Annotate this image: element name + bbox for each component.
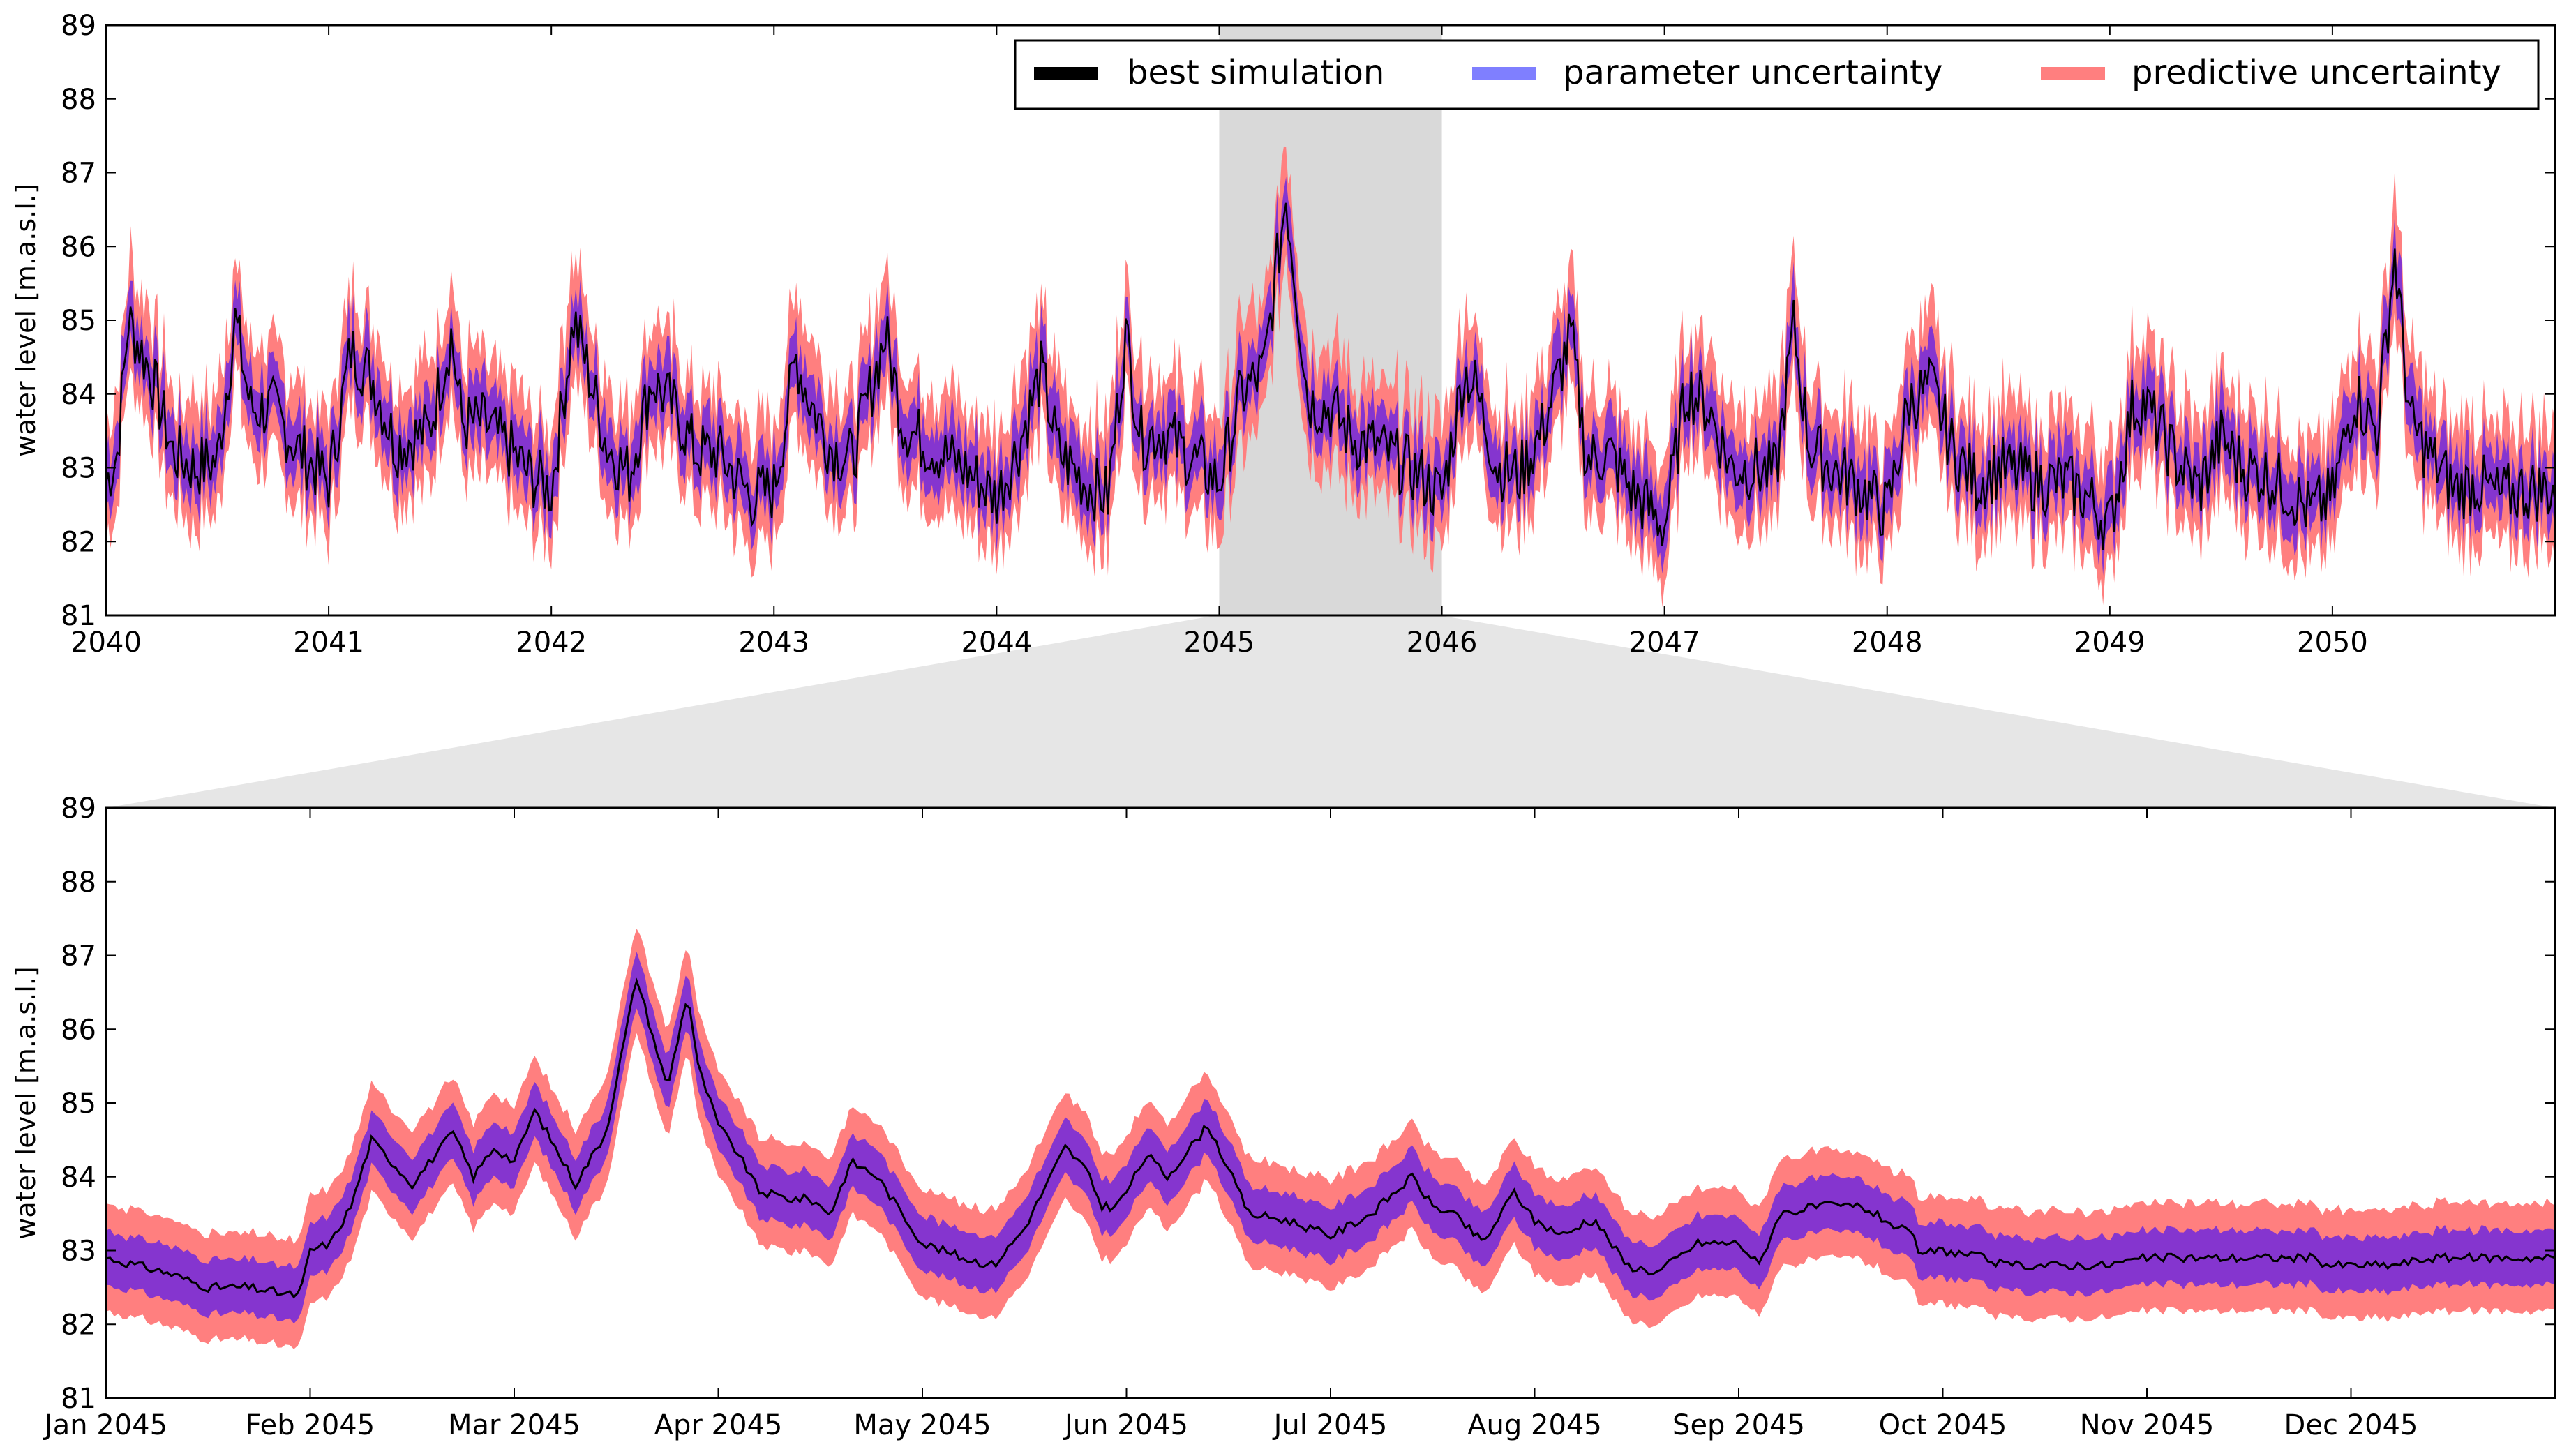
x-tick-label: 2041 xyxy=(293,626,364,659)
legend-label-parameter: parameter uncertainty xyxy=(1563,53,1942,92)
y-tick-label: 85 xyxy=(61,305,96,337)
x-tick-label: 2042 xyxy=(516,626,587,659)
x-tick-label: 2050 xyxy=(2297,626,2368,659)
x-tick-label: Apr 2045 xyxy=(654,1409,783,1441)
overview-best-line xyxy=(105,202,2556,550)
zoom-connector xyxy=(106,615,2555,808)
overview-y-axis: 81 82 83 84 85 86 87 88 89 xyxy=(61,10,2555,632)
x-tick-label: Nov 2045 xyxy=(2080,1409,2215,1441)
x-tick-label: 2045 xyxy=(1184,626,1255,659)
x-tick-label: Sep 2045 xyxy=(1672,1409,1805,1441)
y-tick-label: 89 xyxy=(61,10,96,42)
x-tick-label: 2040 xyxy=(70,626,142,659)
x-tick-label: 2046 xyxy=(1407,626,1478,659)
zoom-y-axis: 81 82 83 84 85 86 87 88 89 xyxy=(61,793,2555,1415)
x-tick-label: 2049 xyxy=(2074,626,2145,659)
zoom-best-line xyxy=(105,977,2556,1299)
bot-best-path xyxy=(105,977,2556,1299)
y-tick-label: 86 xyxy=(61,1014,96,1046)
y-tick-label: 84 xyxy=(61,1162,96,1194)
top-best-path xyxy=(105,202,2556,550)
x-tick-label: Aug 2045 xyxy=(1467,1409,1602,1441)
top-pred-shape xyxy=(106,146,2555,608)
legend-swatch-best xyxy=(1034,67,1098,80)
y-tick-label: 87 xyxy=(61,158,96,190)
y-tick-label: 89 xyxy=(61,793,96,825)
zoom-parameter-band xyxy=(106,952,2555,1324)
x-tick-label: May 2045 xyxy=(853,1409,991,1441)
y-tick-label: 84 xyxy=(61,379,96,411)
y-tick-label: 82 xyxy=(61,1309,96,1341)
y-tick-label: 86 xyxy=(61,231,96,263)
x-tick-label: 2043 xyxy=(738,626,809,659)
legend-swatch-predictive xyxy=(2041,67,2105,80)
y-tick-label: 87 xyxy=(61,940,96,973)
y-tick-label: 88 xyxy=(61,866,96,899)
x-tick-label: Oct 2045 xyxy=(1879,1409,2007,1441)
x-tick-label: Dec 2045 xyxy=(2284,1409,2418,1441)
x-tick-label: Jun 2045 xyxy=(1063,1409,1188,1441)
y-tick-label: 83 xyxy=(61,1236,96,1268)
zoom-panel: Jan 2045 Feb 2045 Mar 2045 Apr 2045 May 2045… xyxy=(10,793,2556,1441)
overview-highlight-span xyxy=(1219,25,1442,615)
zoom-y-axis-title: water level [m.a.s.l.] xyxy=(10,966,41,1239)
x-tick-label: Mar 2045 xyxy=(448,1409,581,1441)
legend-swatch-parameter xyxy=(1472,67,1536,80)
y-tick-label: 83 xyxy=(61,453,96,485)
x-tick-label: Jul 2045 xyxy=(1272,1409,1388,1441)
legend: best simulation parameter uncertainty pr… xyxy=(1014,39,2540,110)
x-tick-label: Feb 2045 xyxy=(246,1409,375,1441)
overview-panel: 2040 2041 2042 2043 2044 2045 2046 2047 2048 2049… xyxy=(10,10,2556,659)
y-tick-label: 85 xyxy=(61,1088,96,1120)
legend-label-predictive: predictive uncertainty xyxy=(2132,53,2501,92)
overview-predictive-band xyxy=(106,146,2555,608)
legend-label-best: best simulation xyxy=(1127,53,1384,92)
legend-frame xyxy=(1014,39,2540,110)
y-tick-label: 82 xyxy=(61,526,96,558)
x-tick-label: 2044 xyxy=(961,626,1032,659)
y-tick-label: 88 xyxy=(61,84,96,116)
zoom-x-axis: Jan 2045 Feb 2045 Mar 2045 Apr 2045 May 2045… xyxy=(43,808,2418,1441)
y-tick-label: 81 xyxy=(61,1383,96,1415)
y-tick-label: 81 xyxy=(61,600,96,632)
overview-x-axis: 2040 2041 2042 2043 2044 2045 2046 2047 2048 2049… xyxy=(70,25,2368,659)
x-tick-label: Jan 2045 xyxy=(43,1409,167,1441)
bot-param-shape xyxy=(106,952,2555,1324)
x-tick-label: 2047 xyxy=(1629,626,1700,659)
overview-y-axis-title: water level [m.a.s.l.] xyxy=(10,183,41,456)
x-tick-label: 2048 xyxy=(1852,626,1923,659)
